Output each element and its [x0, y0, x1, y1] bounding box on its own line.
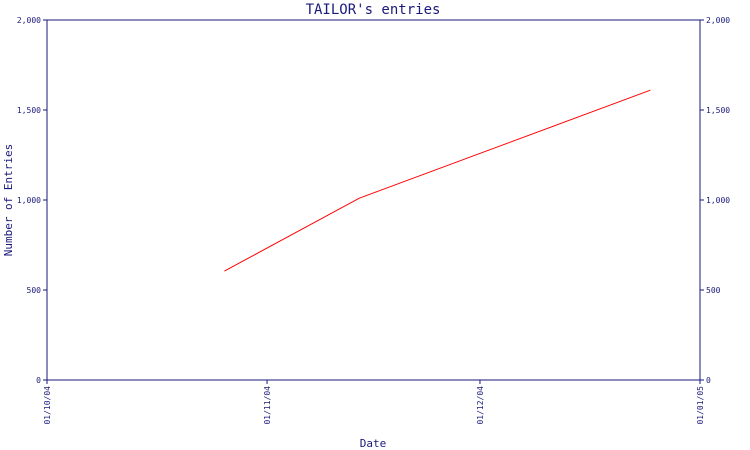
y-tick-label-right: 2,000 [706, 16, 730, 25]
plot-area [46, 19, 701, 381]
x-axis: 01/10/04 01/11/04 01/12/04 01/01/05 [43, 380, 705, 425]
x-axis-label: Date [360, 437, 387, 450]
y-tick-label-left: 1,000 [17, 196, 41, 205]
y-axis-label: Number of Entries [2, 144, 15, 257]
y-tick-label-left: 1,500 [17, 106, 41, 115]
y-tick-label-right: 500 [706, 286, 721, 295]
chart-title: TAILOR's entries [306, 2, 441, 18]
y-axis-right: 0 500 1,000 1,500 2,000 [700, 16, 730, 385]
y-tick-label-left: 500 [27, 286, 42, 295]
y-tick-label-right: 1,000 [706, 196, 730, 205]
y-tick-label-right: 1,500 [706, 106, 730, 115]
series-line [224, 89, 651, 272]
y-axis-left: 0 500 1,000 1,500 2,000 [17, 16, 47, 385]
x-tick-label: 01/12/04 [476, 386, 485, 425]
x-tick-label: 01/01/05 [696, 386, 705, 425]
x-tick-label: 01/10/04 [43, 386, 52, 425]
y-tick-label-left: 2,000 [17, 16, 41, 25]
y-tick-label-left: 0 [36, 376, 41, 385]
y-tick-label-right: 0 [706, 376, 711, 385]
x-tick-label: 01/11/04 [263, 386, 272, 425]
series-layer [224, 89, 651, 272]
